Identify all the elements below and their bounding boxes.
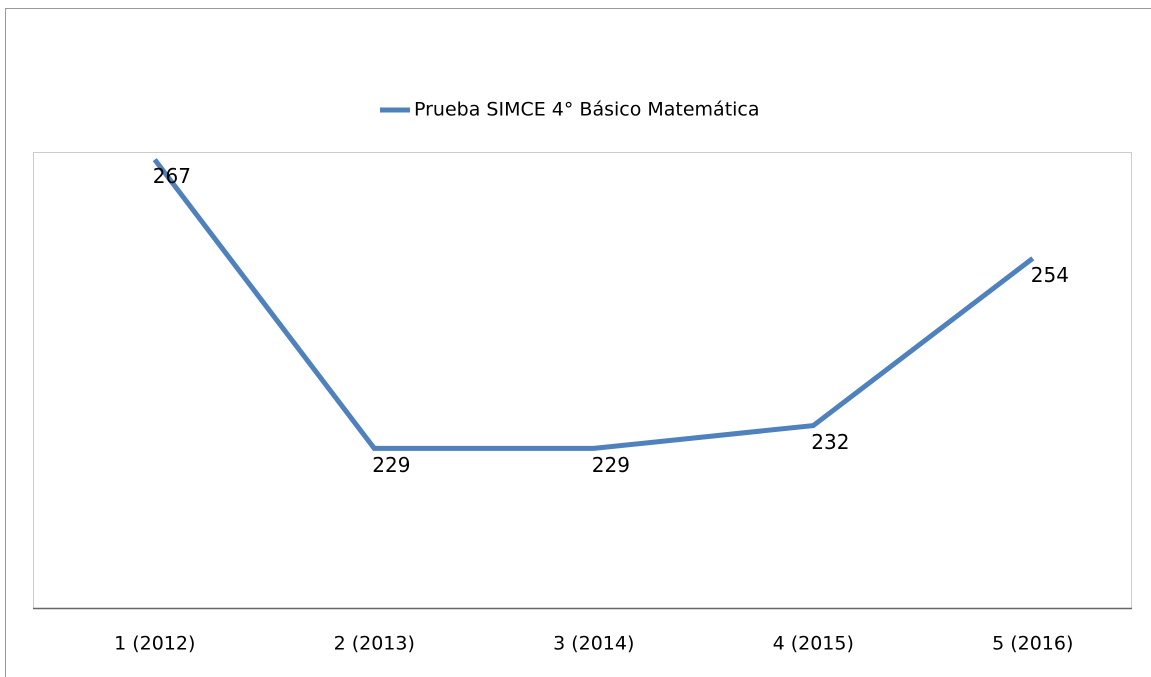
plot-area [33,152,1132,609]
x-tick-label: 2 (2013) [334,633,415,655]
data-label: 232 [811,430,849,454]
data-label: 229 [592,453,630,477]
x-tick-label: 4 (2015) [773,633,854,655]
x-tick-label: 1 (2012) [114,633,195,655]
data-label: 267 [153,164,191,188]
x-tick-label: 5 (2016) [992,633,1073,655]
legend-label: Prueba SIMCE 4° Básico Matemática [414,99,760,121]
data-label: 229 [372,453,410,477]
x-tick-label: 3 (2014) [553,633,634,655]
data-label: 254 [1031,263,1069,287]
data-line [152,158,1035,451]
